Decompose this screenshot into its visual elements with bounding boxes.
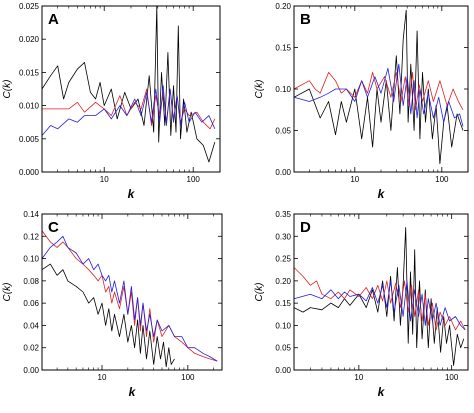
panel-letter-a: A xyxy=(48,11,59,28)
series-line-red-b xyxy=(293,72,464,111)
y-axis-label-a: C(k) xyxy=(2,80,13,99)
plot-frame-a xyxy=(41,5,221,173)
y-axis-label-c: C(k) xyxy=(2,283,13,302)
y-tick-label-a: 0.010 xyxy=(19,102,40,111)
x-tick-label-c: 10 xyxy=(98,373,107,382)
y-tick-label-c: 0.06 xyxy=(23,299,39,308)
chart-panel-c: 0.00 0.02 0.04 0.06 0.08 0.10 0.12 0.14 10 100 Ck C… xyxy=(2,210,223,399)
chart-panel-d: 0.00 0.05 0.10 0.15 0.20 0.25 0.30 0.35 10 100 Dk C… xyxy=(254,210,469,399)
x-tick-label-c: 100 xyxy=(181,373,195,382)
y-tick-label-b: 0.05 xyxy=(275,127,291,136)
y-tick-label-a: 0.015 xyxy=(19,68,40,77)
y-tick-label-d: 0.20 xyxy=(275,277,291,286)
y-tick-label-d: 0.15 xyxy=(275,299,291,308)
y-tick-label-b: 0.10 xyxy=(275,85,291,94)
y-tick-label-d: 0.00 xyxy=(275,366,291,375)
series-line-blue-a xyxy=(41,85,216,136)
series-line-black-a xyxy=(41,5,216,163)
x-tick-label-d: 100 xyxy=(445,373,459,382)
y-tick-label-c: 0.08 xyxy=(23,277,39,286)
y-tick-label-a: 0.000 xyxy=(19,168,40,177)
x-tick-label-d: 10 xyxy=(354,373,363,382)
y-tick-label-d: 0.05 xyxy=(275,344,291,353)
x-tick-label-b: 10 xyxy=(350,175,359,184)
series-line-blue-b xyxy=(293,63,464,127)
x-tick-label-b: 100 xyxy=(435,175,449,184)
y-tick-label-c: 0.02 xyxy=(23,344,39,353)
chart-panel-b: 0.00 0.05 0.10 0.15 0.20 10 100 Bk C(k) xyxy=(254,2,469,201)
x-tick-label-a: 10 xyxy=(100,175,109,184)
series-line-red-d xyxy=(293,267,466,331)
y-tick-label-c: 0.12 xyxy=(23,232,39,241)
y-tick-label-c: 0.14 xyxy=(23,210,39,219)
plot-frame-c xyxy=(41,213,223,371)
y-tick-label-c: 0.00 xyxy=(23,366,39,375)
panel-letter-d: D xyxy=(300,219,311,236)
y-axis-label-d: C(k) xyxy=(254,283,265,302)
series-line-black-d xyxy=(293,226,465,366)
y-tick-label-b: 0.00 xyxy=(275,168,291,177)
x-axis-label-b: k xyxy=(378,187,386,201)
y-tick-label-d: 0.10 xyxy=(275,321,291,330)
y-tick-label-c: 0.04 xyxy=(23,321,39,330)
panel-letter-c: C xyxy=(48,219,59,236)
y-tick-label-d: 0.25 xyxy=(275,255,291,264)
y-tick-label-c: 0.10 xyxy=(23,255,39,264)
y-tick-label-d: 0.30 xyxy=(275,232,291,241)
series-line-red-c xyxy=(41,230,218,362)
y-tick-label-a: 0.025 xyxy=(19,2,40,11)
y-axis-label-b: C(k) xyxy=(254,80,265,99)
y-tick-label-b: 0.15 xyxy=(275,44,291,53)
series-line-blue-c xyxy=(41,235,218,362)
y-tick-label-a: 0.020 xyxy=(19,35,40,44)
x-axis-label-a: k xyxy=(128,187,136,201)
y-tick-label-b: 0.20 xyxy=(275,2,291,11)
series-line-blue-d xyxy=(293,280,466,331)
x-axis-label-d: k xyxy=(378,385,386,399)
panel-letter-b: B xyxy=(300,11,311,28)
y-tick-label-d: 0.35 xyxy=(275,210,291,219)
plot-frame-d xyxy=(293,213,469,371)
x-tick-label-a: 100 xyxy=(187,175,201,184)
y-tick-label-a: 0.005 xyxy=(19,135,40,144)
series-line-black-c xyxy=(41,263,175,368)
series-line-black-b xyxy=(293,9,464,165)
x-axis-label-c: k xyxy=(129,385,137,399)
chart-panel-a: 0.000 0.005 0.010 0.015 0.020 0.025 10 100 Ak C(k… xyxy=(2,2,221,201)
